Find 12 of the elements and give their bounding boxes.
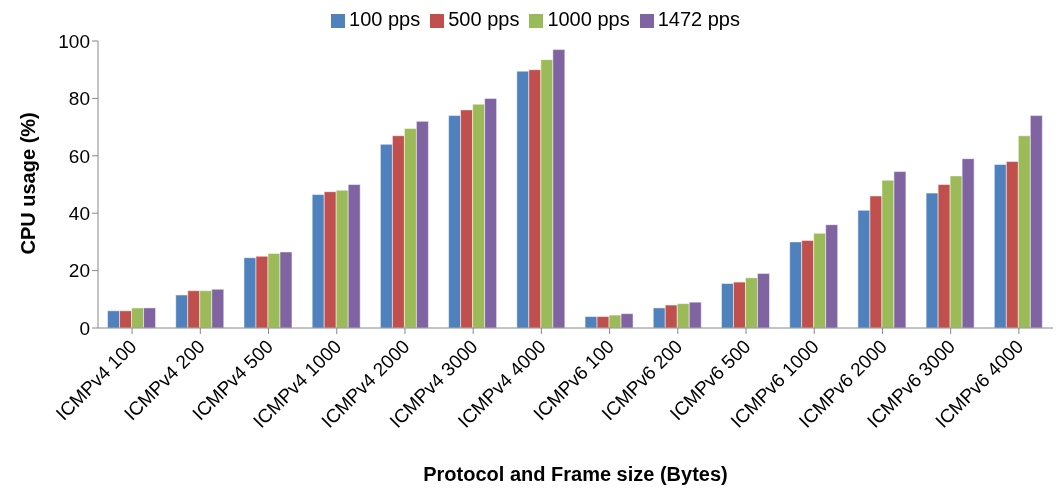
legend-label: 500 pps <box>448 8 520 30</box>
y-tick-label: 0 <box>79 317 90 339</box>
x-axis-title: Protocol and Frame size (Bytes) <box>423 463 728 485</box>
y-tick-label: 60 <box>68 145 90 167</box>
legend-label: 100 pps <box>349 8 421 30</box>
y-tick-label: 100 <box>58 30 90 52</box>
y-axis-title: CPU usage (%) <box>17 112 40 255</box>
y-tick-label: 40 <box>68 202 90 224</box>
legend-label: 1000 pps <box>547 8 630 30</box>
y-tick-label: 20 <box>68 260 90 282</box>
legend-label: 1472 pps <box>657 8 740 30</box>
y-tick-label: 80 <box>68 88 90 110</box>
